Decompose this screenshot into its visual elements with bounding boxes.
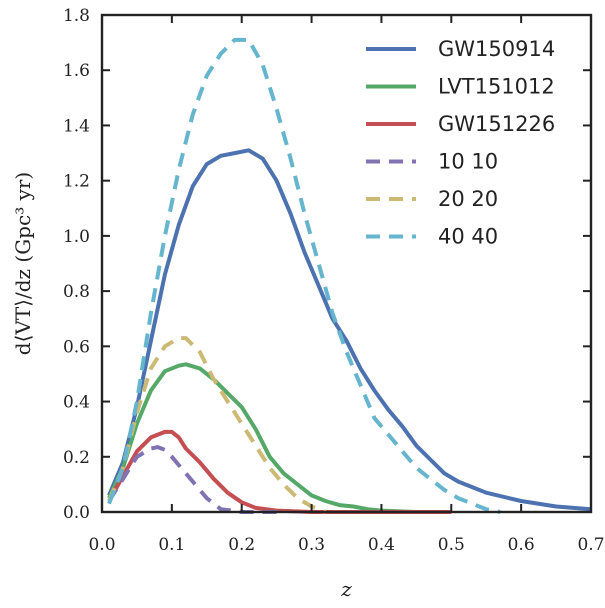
legend-label: 10 10	[438, 150, 498, 174]
y-tick-label: 1.8	[63, 6, 90, 26]
axes: 0.0 0.1 0.2 0.3 0.4 0.5 0.6 0.7 0.0 0.2 0.4 0.6 0.8 1…	[11, 6, 605, 601]
plot-lines	[107, 37, 592, 514]
x-axis-label: z	[340, 577, 352, 601]
legend: GW150914 LVT151012 GW151226 10 10 20 20 40 40	[366, 37, 555, 249]
y-tick-label: 1.2	[63, 172, 90, 192]
legend-label: LVT151012	[438, 75, 555, 99]
legend-item-4: 20 20	[366, 187, 498, 211]
x-tick-label: 0.4	[368, 535, 395, 555]
series-line-3	[107, 445, 277, 514]
legend-item-0: GW150914	[366, 37, 555, 61]
y-tick-label: 0.2	[63, 448, 90, 468]
y-axis-label: d⟨VT⟩/dz (Gpc³ yr)	[11, 172, 35, 355]
series-line-5	[107, 37, 501, 514]
x-tick-label: 0.7	[577, 535, 604, 555]
series-line-0	[107, 148, 592, 512]
y-tick-label: 0.8	[63, 282, 90, 302]
legend-label: GW150914	[438, 37, 555, 61]
legend-label: 20 20	[438, 187, 498, 211]
legend-label: 40 40	[438, 225, 498, 249]
y-tick-label: 1.6	[63, 61, 90, 81]
series-line-1	[107, 362, 452, 514]
legend-item-1: LVT151012	[366, 75, 555, 99]
legend-item-2: GW151226	[366, 112, 555, 136]
legend-label: GW151226	[438, 112, 555, 136]
y-tick-label: 0.6	[63, 337, 90, 357]
legend-item-3: 10 10	[366, 150, 498, 174]
series-line-4	[107, 336, 327, 514]
x-tick-label: 0.6	[508, 535, 535, 555]
plot-frame	[100, 13, 593, 514]
x-tick-label: 0.0	[88, 535, 115, 555]
x-tick-label: 0.2	[228, 535, 255, 555]
legend-item-5: 40 40	[366, 225, 498, 249]
x-tick-label: 0.5	[438, 535, 465, 555]
y-tick-label: 0.4	[63, 393, 90, 413]
x-tick-label: 0.3	[298, 535, 325, 555]
y-tick-label: 1.0	[63, 227, 90, 247]
y-tick-label: 1.4	[63, 116, 90, 136]
y-tick-label: 0.0	[63, 503, 90, 523]
x-tick-label: 0.1	[158, 535, 185, 555]
